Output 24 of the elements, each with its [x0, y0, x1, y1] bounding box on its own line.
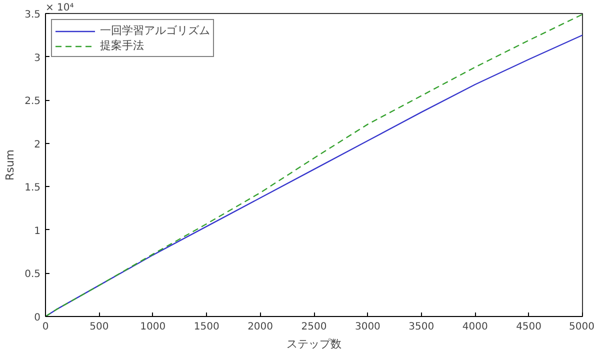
x-tick-label: 5000 — [569, 322, 594, 332]
y-tick-label: 2 — [34, 139, 41, 150]
x-tick-label: 4000 — [462, 322, 488, 332]
x-tick-label: 3500 — [408, 322, 434, 332]
x-tick-label: 4500 — [516, 322, 542, 332]
y-tick-label: 0 — [34, 312, 41, 324]
x-tick-label: 0 — [42, 322, 49, 332]
x-tick-label: 500 — [90, 322, 109, 332]
x-axis-title: ステップ数 — [286, 338, 342, 350]
y-tick-label: 2.5 — [24, 96, 41, 108]
y-tick-label: 0.5 — [24, 269, 41, 280]
x-tick-label: 2000 — [248, 322, 274, 332]
y-tick-label: 3.5 — [24, 10, 41, 20]
x-tick-label: 1500 — [194, 322, 220, 332]
x-tick-label: 3000 — [354, 322, 380, 332]
y-tick-label: 1.5 — [24, 182, 41, 194]
legend-label: 提案手法 — [100, 38, 144, 53]
annotation: × 10⁴ — [46, 2, 74, 14]
y-axis-title: Rsum — [4, 149, 17, 181]
legend-label: 一回学習アルゴリズム — [100, 23, 210, 38]
y-tick-label: 3 — [34, 52, 41, 64]
x-tick-label: 1000 — [140, 322, 166, 332]
x-tick-label: 2500 — [301, 322, 327, 332]
y-tick-label: 1 — [34, 226, 41, 237]
